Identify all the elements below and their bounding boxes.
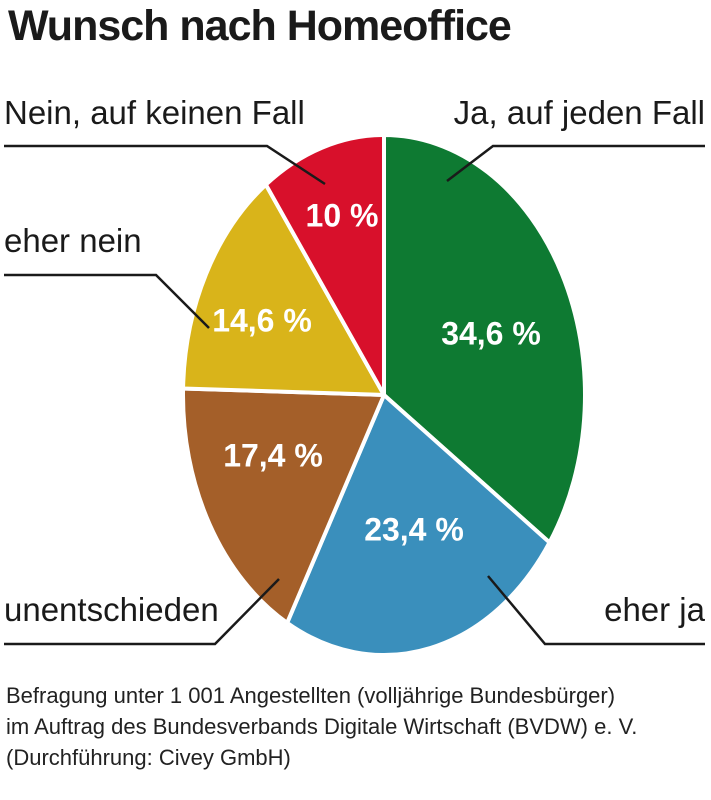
value-label-5: 10 % (306, 197, 379, 233)
value-label-1: 34,6 % (441, 315, 541, 351)
source-line-3: (Durchführung: Civey GmbH) (6, 745, 291, 770)
category-label-2: eher ja (604, 591, 706, 628)
source-note: Befragung unter 1 001 Angestellten (voll… (6, 680, 637, 773)
pie-slice-4 (181, 182, 386, 397)
leader-line-1 (446, 144, 705, 182)
pie-slice-3 (181, 386, 386, 625)
source-line-2: im Auftrag des Bundesverbands Digitale W… (6, 714, 638, 739)
pie-slice-5 (263, 133, 386, 397)
leader-line-3 (4, 578, 280, 646)
category-label-4: eher nein (4, 222, 142, 259)
pie-slice-1 (382, 133, 587, 545)
category-label-1: Ja, auf jeden Fall (454, 94, 705, 131)
pie-slice-2 (285, 393, 552, 657)
value-label-2: 23,4 % (364, 511, 464, 547)
leader-line-5 (4, 144, 326, 186)
value-label-3: 17,4 % (223, 437, 323, 473)
leader-line-2 (487, 575, 705, 646)
source-line-1: Befragung unter 1 001 Angestellten (voll… (6, 683, 616, 708)
value-label-4: 14,6 % (212, 302, 312, 338)
category-label-3: unentschieden (4, 591, 219, 628)
category-label-5: Nein, auf keinen Fall (4, 94, 305, 131)
leader-line-4 (4, 273, 210, 329)
chart-title: Wunsch nach Homeoffice (8, 2, 512, 50)
